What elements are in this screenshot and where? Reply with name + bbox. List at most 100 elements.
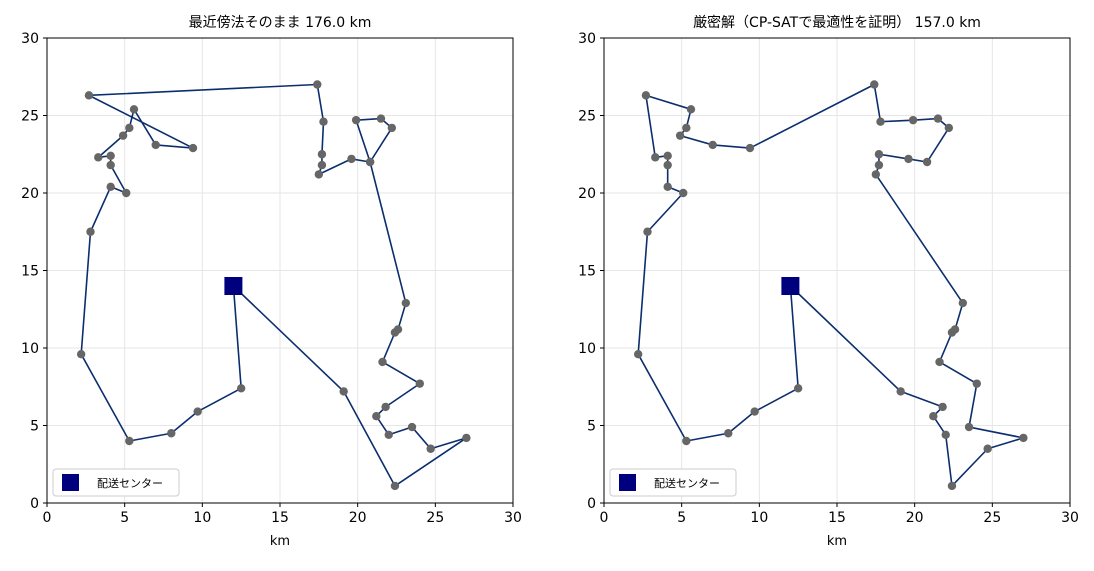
route-segment (369, 127, 393, 163)
stop-point (904, 154, 913, 164)
stop-point (929, 412, 938, 421)
y-tick-label: 5 (30, 419, 39, 435)
subplot-2: 0 5 10 15 20 25 30 0 5 10 15 20 25 30 厳密解（CP-SATで最適性を証… (578, 14, 1079, 549)
route-segment (968, 382, 978, 428)
stop-point (896, 387, 905, 396)
stop-point (339, 387, 348, 396)
stop-point (390, 481, 400, 491)
stop-point (947, 328, 957, 337)
stop-point (76, 350, 86, 359)
x-tick-label: 15 (828, 510, 846, 526)
x-tick-label: 25 (426, 510, 444, 526)
stop-point (793, 384, 803, 393)
stop-point (708, 140, 717, 150)
stop-point (922, 157, 932, 167)
stop-point (313, 80, 322, 89)
stop-point (874, 150, 884, 159)
route-segment (109, 164, 128, 194)
y-tick-label: 25 (578, 109, 596, 125)
x-tick-label: 20 (906, 510, 924, 526)
stop-point (874, 160, 884, 170)
stop-point (387, 123, 397, 133)
stop-point (682, 123, 691, 133)
stop-point (682, 436, 691, 446)
stop-point (724, 429, 733, 438)
stop-point (390, 328, 400, 337)
stop-point (947, 481, 957, 491)
stop-point (643, 227, 652, 236)
x-tick-label: 5 (120, 510, 129, 526)
route-segment (938, 361, 978, 385)
legend-label: 配送センター (97, 476, 163, 490)
stop-point (641, 91, 651, 100)
route-segment (646, 192, 685, 233)
x-axis-label: km (827, 534, 847, 549)
stop-point (964, 422, 974, 432)
route-segment (429, 437, 468, 450)
legend: 配送センター (52, 468, 180, 497)
x-tick-label: 10 (750, 510, 768, 526)
route-segment (88, 94, 194, 149)
route-segment (80, 230, 92, 356)
stop-point (319, 117, 328, 126)
stop-point (908, 115, 918, 125)
route-segment (80, 353, 131, 442)
route-segment (321, 120, 325, 156)
stop-point (314, 170, 324, 179)
route-segment (873, 83, 882, 123)
stop-point (372, 412, 381, 421)
stop-point (870, 80, 879, 89)
y-tick-label: 0 (587, 496, 596, 512)
legend-label: 配送センター (654, 476, 720, 490)
stop-point (935, 357, 944, 367)
stop-point (118, 131, 128, 140)
stop-point (663, 151, 672, 160)
depot-marker (224, 277, 243, 295)
x-tick-label: 30 (1061, 510, 1079, 526)
route-segment (128, 432, 173, 442)
route-segment (645, 94, 657, 159)
y-tick-label: 25 (21, 109, 39, 125)
stop-point (84, 91, 94, 100)
route-segment (938, 331, 953, 363)
x-tick-label: 15 (271, 510, 289, 526)
route-segment (878, 153, 910, 160)
stop-point (675, 131, 685, 140)
stop-point (125, 123, 134, 133)
stop-point (167, 429, 176, 438)
stop-point (415, 379, 424, 388)
stop-point (193, 407, 202, 416)
stop-point (106, 160, 115, 170)
route-segment (879, 119, 914, 123)
route-segment (968, 426, 1025, 439)
route-segment (196, 387, 242, 413)
stop-point (351, 115, 361, 125)
x-tick-label: 25 (983, 510, 1001, 526)
legend-box (52, 468, 180, 497)
stop-point (401, 298, 411, 308)
stop-point (381, 402, 390, 412)
stop-point (151, 140, 160, 150)
route-segment (951, 447, 989, 487)
x-tick-label: 0 (600, 510, 609, 526)
depot-marker (781, 277, 800, 295)
x-tick-label: 0 (43, 510, 52, 526)
route-segment (789, 285, 902, 393)
chart-title: 厳密解（CP-SATで最適性を証明） 157.0 km (693, 14, 981, 31)
y-tick-label: 30 (578, 31, 596, 47)
route-segment (944, 433, 953, 487)
stop-point (876, 117, 885, 126)
stop-point (122, 188, 131, 198)
route-segment (645, 94, 692, 111)
route-segment (637, 353, 688, 442)
route-segment (986, 437, 1025, 450)
x-tick-label: 20 (349, 510, 367, 526)
stop-point (384, 430, 393, 439)
stop-point (958, 298, 968, 308)
stop-point (983, 444, 992, 453)
legend: 配送センター (609, 468, 737, 497)
stop-point (944, 123, 954, 133)
y-tick-label: 0 (30, 496, 39, 512)
route-segment (133, 108, 157, 146)
